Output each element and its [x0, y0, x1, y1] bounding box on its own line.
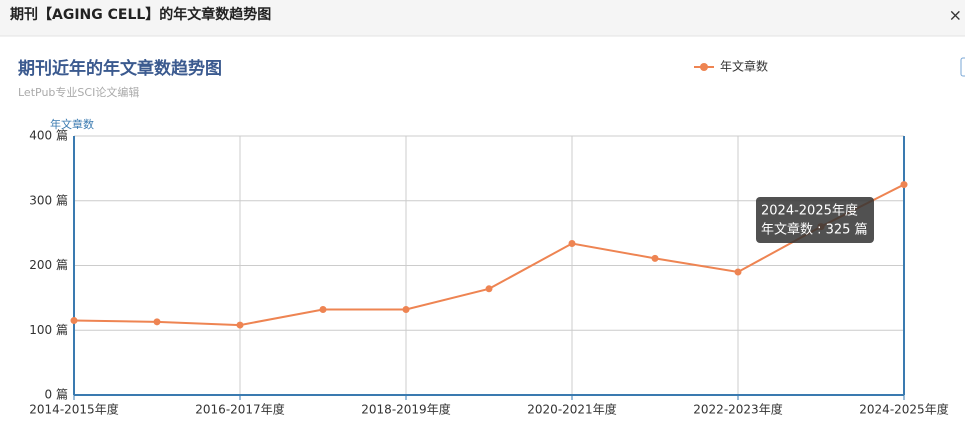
- point: [319, 306, 327, 314]
- point: [485, 285, 493, 293]
- legend-marker: [700, 63, 708, 71]
- side-button[interactable]: [960, 57, 965, 77]
- point: [70, 317, 78, 325]
- chart-title: 期刊近年的年文章数趋势图: [18, 58, 222, 79]
- x-tick-label: 2024-2025年度: [859, 402, 948, 417]
- y-axis-title: 年文章数: [50, 117, 94, 131]
- x-tick-label: 2014-2015年度: [29, 402, 118, 417]
- y-tick-label: 200 篇: [29, 257, 68, 272]
- point: [568, 239, 576, 247]
- header-bar: [0, 0, 965, 36]
- x-tick-label: 2018-2019年度: [361, 402, 450, 417]
- chart-subtitle: LetPub专业SCI论文编辑: [18, 85, 139, 99]
- y-tick-label: 0 篇: [45, 387, 68, 402]
- y-tick-label: 400 篇: [29, 128, 68, 143]
- y-tick-label: 300 篇: [29, 192, 68, 207]
- point: [236, 321, 244, 329]
- point: [651, 254, 659, 262]
- point: [734, 268, 742, 276]
- point: [402, 306, 410, 314]
- tooltip-box: [756, 197, 874, 243]
- y-tick-label: 100 篇: [29, 322, 68, 337]
- point: [153, 318, 161, 326]
- header-title: 期刊【AGING CELL】的年文章数趋势图: [10, 6, 271, 23]
- legend-label: 年文章数: [720, 59, 768, 74]
- x-tick-label: 2022-2023年度: [693, 402, 782, 417]
- tooltip-title: 2024-2025年度: [761, 203, 858, 219]
- close-button[interactable]: ×: [949, 6, 962, 25]
- tooltip-text: 年文章数 : 325 篇: [761, 222, 868, 238]
- x-tick-label: 2016-2017年度: [195, 402, 284, 417]
- point: [900, 181, 908, 189]
- x-tick-label: 2020-2021年度: [527, 402, 616, 417]
